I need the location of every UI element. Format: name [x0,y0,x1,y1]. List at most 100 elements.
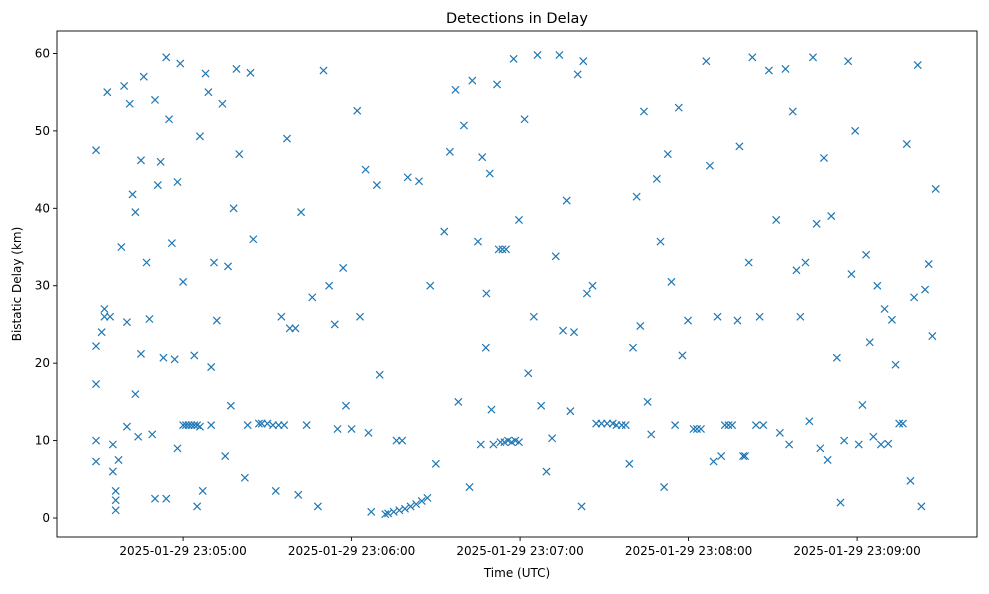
data-point-128 [478,153,487,162]
data-point-93 [339,263,348,272]
data-point-218 [816,444,825,453]
data-point-175 [643,397,652,406]
data-point-1 [92,342,101,351]
data-point-7 [100,304,109,313]
data-point-71 [246,68,255,77]
data-point-101 [372,181,381,190]
data-point-202 [748,53,757,62]
data-point-114 [403,173,412,182]
data-point-30 [148,430,157,439]
data-point-42 [173,444,182,453]
data-point-201 [744,258,753,267]
data-point-21 [128,190,137,199]
data-point-227 [851,126,860,135]
data-point-27 [139,72,148,81]
data-point-53 [193,502,202,511]
data-point-183 [674,103,683,112]
y-tick-label: 30 [35,279,50,293]
data-point-190 [705,161,714,170]
data-point-222 [832,353,841,362]
x-tick-label: 2025-01-29 23:06:00 [288,544,415,558]
data-point-51 [195,422,204,431]
data-point-110 [417,496,426,506]
data-point-19 [122,422,131,431]
data-point-142 [502,245,511,254]
data-point-200 [741,452,750,461]
data-point-70 [243,421,252,430]
data-point-244 [913,61,922,70]
data-point-12 [111,486,120,495]
data-point-64 [224,262,233,271]
data-point-224 [840,436,849,445]
data-point-228 [854,440,863,449]
x-tick-label: 2025-01-29 23:07:00 [456,544,583,558]
data-point-229 [858,400,867,410]
data-point-81 [282,134,292,143]
data-point-179 [660,483,669,492]
data-point-96 [353,106,362,115]
data-point-149 [537,401,546,410]
data-point-118 [440,227,449,236]
data-point-39 [167,239,176,248]
data-point-43 [176,59,185,68]
data-point-240 [898,419,907,428]
data-point-97 [355,312,365,321]
data-point-230 [862,250,871,259]
data-point-238 [891,360,900,369]
data-point-156 [566,407,575,416]
y-tick-label: 0 [42,511,50,525]
data-point-199 [739,452,748,461]
data-point-4 [92,457,101,466]
data-point-178 [656,237,665,246]
data-point-168 [617,421,626,430]
data-point-59 [207,363,216,372]
data-point-63 [221,452,230,461]
data-point-210 [785,440,794,449]
data-point-151 [548,434,557,443]
data-point-10 [108,440,117,449]
data-points [92,50,940,519]
data-point-173 [636,321,645,331]
data-point-32 [150,494,160,503]
data-point-99 [364,428,373,437]
data-point-79 [271,486,280,495]
data-point-25 [136,156,145,165]
data-point-139 [489,440,498,449]
data-point-138 [485,169,494,178]
data-point-2 [92,380,101,389]
y-axis-label: Bistatic Delay (km) [10,227,24,342]
data-point-157 [569,328,579,337]
data-point-100 [367,507,376,516]
data-point-206 [764,66,773,75]
data-point-208 [775,428,784,437]
data-point-207 [772,215,781,224]
data-point-249 [931,184,940,193]
data-point-17 [120,81,129,90]
data-point-196 [728,421,737,430]
data-point-234 [876,440,885,449]
data-point-169 [621,421,630,430]
data-point-120 [451,85,460,94]
y-tick-label: 60 [35,46,50,60]
data-point-115 [414,177,424,186]
data-point-121 [454,397,463,406]
data-point-95 [347,424,356,434]
data-point-205 [759,421,768,430]
data-point-89 [319,66,328,75]
data-point-58 [207,421,216,430]
data-point-158 [573,70,582,79]
data-point-73 [254,419,263,428]
data-point-188 [696,424,705,434]
data-point-184 [678,351,687,360]
data-point-41 [173,177,182,187]
data-point-88 [313,502,322,511]
data-point-72 [249,235,258,244]
data-point-106 [395,506,404,515]
data-point-172 [632,192,641,201]
data-point-37 [162,494,171,503]
data-point-197 [733,316,742,325]
data-point-111 [423,493,432,502]
data-point-24 [134,432,143,441]
data-point-62 [218,99,227,108]
data-point-85 [297,208,306,217]
